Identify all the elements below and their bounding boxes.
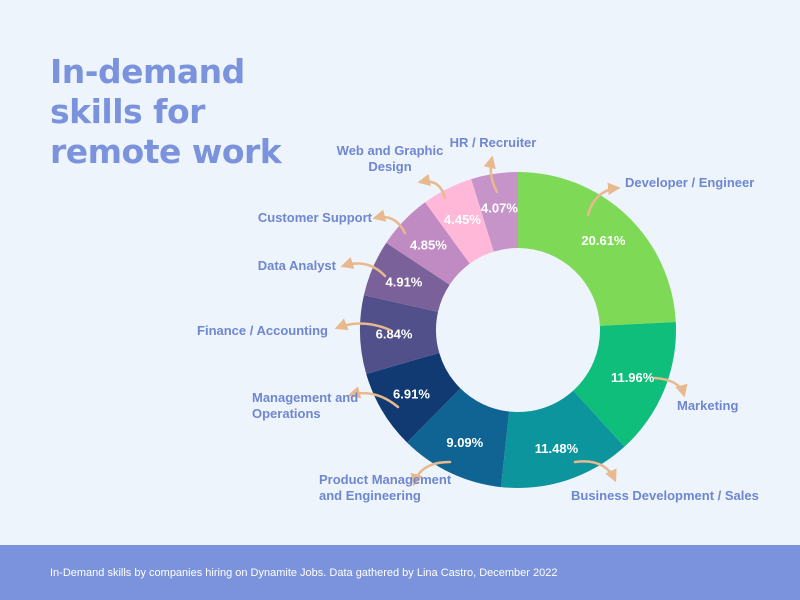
percent-label: 9.09%: [446, 435, 483, 450]
callout-arrow: [573, 460, 617, 483]
category-label: Business Development / Sales: [571, 488, 759, 503]
callout-arrow: [347, 386, 400, 409]
percent-label: 6.84%: [376, 327, 413, 342]
category-label-line: Management and: [252, 390, 358, 405]
category-label-line: Marketing: [677, 398, 738, 413]
title-line-1: In-demand: [50, 52, 245, 91]
slice-data-analyst: [363, 242, 450, 312]
category-label: Data Analyst: [258, 258, 337, 273]
category-label-line: Finance / Accounting: [197, 323, 328, 338]
slice-customer-support: [386, 202, 470, 285]
percent-label: 4.85%: [410, 237, 447, 252]
category-label-line: Operations: [252, 406, 321, 421]
category-label-line: and Engineering: [319, 488, 421, 503]
callout-arrow: [340, 257, 387, 278]
category-label-line: Product Management: [319, 472, 452, 487]
source-note: In-Demand skills by companies hiring on …: [50, 567, 558, 579]
category-label-line: Developer / Engineer: [625, 175, 754, 190]
callout-arrow: [417, 173, 447, 200]
percent-label: 11.96%: [611, 370, 655, 385]
category-label-line: Design: [368, 159, 411, 174]
chart-category-labels: Developer / Engineer Marketing Business De…: [197, 135, 759, 503]
percent-label: 4.07%: [481, 200, 518, 215]
slice-product-management-and-engineering: [407, 388, 510, 488]
category-label-line: HR / Recruiter: [450, 135, 537, 150]
percent-label: 4.45%: [444, 212, 481, 227]
slice-management-and-operations: [366, 352, 461, 443]
callout-arrow: [334, 318, 392, 332]
category-label-line: Web and Graphic: [337, 143, 444, 158]
slice-finance-accounting: [360, 295, 440, 375]
footer-bar: In-Demand skills by companies hiring on …: [0, 545, 800, 600]
category-label-line: Business Development / Sales: [571, 488, 759, 503]
callout-arrow: [372, 209, 407, 235]
callout-arrow: [410, 460, 452, 487]
category-label-line: Data Analyst: [258, 258, 337, 273]
slice-web-and-graphic-design: [425, 179, 494, 264]
category-label: Web and Graphic Design: [337, 143, 444, 174]
percent-label: 11.48%: [535, 441, 579, 456]
title-line-3: remote work: [50, 132, 282, 171]
page-title: In-demand skills for remote work: [50, 52, 310, 172]
category-label: Product Management and Engineering: [319, 472, 452, 503]
category-label: Management and Operations: [252, 390, 358, 421]
slice-marketing: [573, 322, 676, 447]
callout-arrow: [653, 376, 688, 398]
percent-label: 20.61%: [581, 233, 626, 248]
chart-percent-labels: 20.61% 11.96% 11.48% 9.09% 6.91% 6.84% 4.91% 4.…: [376, 200, 655, 455]
percent-label: 4.91%: [386, 274, 423, 289]
percent-label: 6.91%: [393, 386, 430, 401]
title-line-2: skills for: [50, 92, 205, 131]
chart-slices: [360, 172, 676, 488]
category-label: Finance / Accounting: [197, 323, 328, 338]
donut-chart: 20.61% 11.96% 11.48% 9.09% 6.91% 6.84% 4.91% 4.…: [197, 135, 759, 503]
slice-hr-recruiter: [471, 172, 518, 252]
callout-arrow: [483, 155, 499, 194]
category-label: Customer Support: [258, 210, 373, 225]
callout-arrow: [586, 182, 621, 217]
chart-arrows: [334, 155, 688, 487]
category-label-line: Customer Support: [258, 210, 373, 225]
slice-developer-engineer: [518, 172, 676, 326]
category-label: Marketing: [677, 398, 738, 413]
category-label: HR / Recruiter: [450, 135, 537, 150]
category-label: Developer / Engineer: [625, 175, 754, 190]
